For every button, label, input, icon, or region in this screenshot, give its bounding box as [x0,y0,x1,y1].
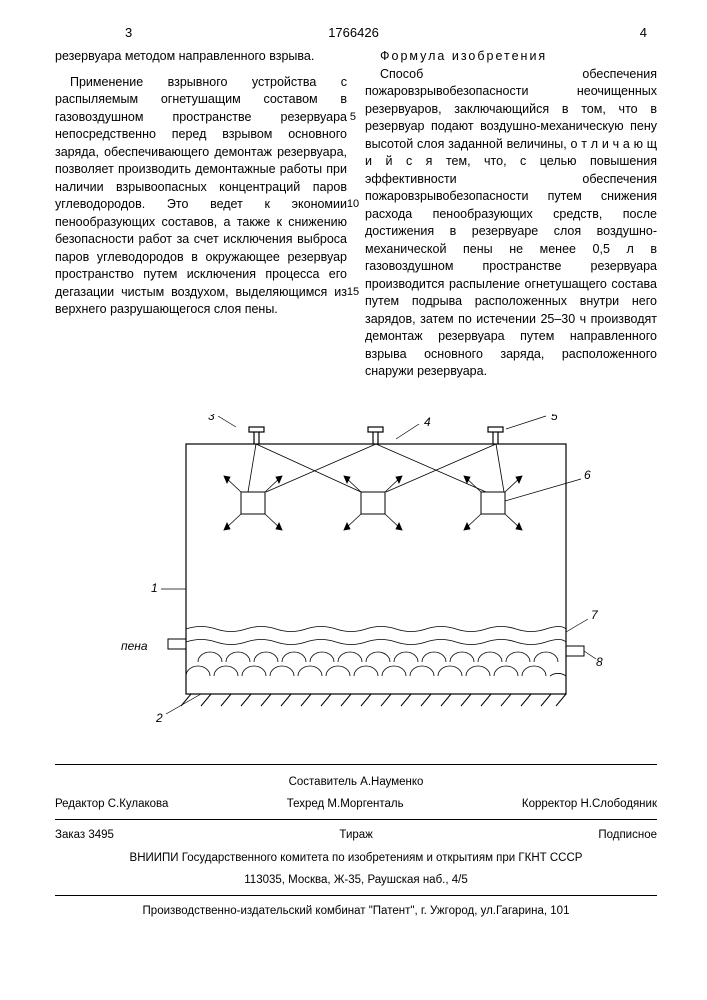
ground-hatch [181,694,566,706]
footer-order-row: Заказ 3495 Тираж Подписное [55,824,657,846]
page-num-right: 4 [640,25,647,40]
left-column: резервуара методом направленного взрыва.… [55,48,347,389]
label-6: 6 [584,468,591,482]
footer-tehred: Техред М.Моргенталь [287,795,404,813]
footer-addr: 113035, Москва, Ж-35, Раушская наб., 4/5 [55,869,657,891]
label-2: 2 [155,711,163,725]
footer-sostav: Составитель А.Науменко [55,771,657,793]
line-num-10: 10 [347,198,359,210]
footer-prod: Производственно-издательский комбинат "П… [55,900,657,922]
line-num-15: 15 [347,286,359,298]
right-column: Формула изобретения Способ обеспечения п… [365,48,657,389]
footer-block: Составитель А.Науменко Редактор С.Кулако… [55,764,657,923]
top-pipes [249,427,503,444]
label-4: 4 [424,415,431,429]
right-p1: Способ обеспечения пожаровзрывобезопасно… [365,66,657,381]
formula-title-text: Формула изобретения [380,49,547,63]
label-1: 1 [151,581,158,595]
footer-editor: Редактор С.Кулакова [55,795,168,813]
label-3: 3 [208,414,215,423]
outlet-right [566,646,584,656]
footer-korrektor: Корректор Н.Слободяник [522,795,657,813]
foam-inlet-left [168,639,186,649]
label-5: 5 [551,414,558,423]
formula-title: Формула изобретения [365,48,657,66]
patent-page: 3 4 1766426 5 10 15 резервуара методом н… [0,0,707,1000]
footer-podpis: Подписное [598,826,657,844]
spray-devices [241,492,505,514]
footer-tirazh: Тираж [339,826,372,844]
page-num-left: 3 [125,25,132,40]
line-num-5: 5 [350,111,356,123]
diagram: пена [106,414,606,734]
tank-diagram-svg: 1 2 3 4 5 6 7 8 [106,414,606,734]
tank-outline [186,444,566,694]
left-p1: резервуара методом направленного взрыва. [55,48,347,66]
footer-credits-row: Редактор С.Кулакова Техред М.Моргенталь … [55,793,657,815]
footer-sep-1 [55,819,657,820]
footer-org: ВНИИПИ Государственного комитета по изоб… [55,847,657,869]
label-7: 7 [591,608,599,622]
footer-sep-2 [55,895,657,896]
label-leaders [161,416,596,714]
suspension-wires [248,444,504,492]
left-p2: Применение взрывного устройства с распыл… [55,74,347,319]
text-columns: 5 10 15 резервуара методом направленного… [55,48,657,389]
foam-layer [186,626,566,676]
footer-zakaz: Заказ 3495 [55,826,114,844]
pena-label: пена [121,639,148,653]
doc-number: 1766426 [328,25,379,40]
label-8: 8 [596,655,603,669]
